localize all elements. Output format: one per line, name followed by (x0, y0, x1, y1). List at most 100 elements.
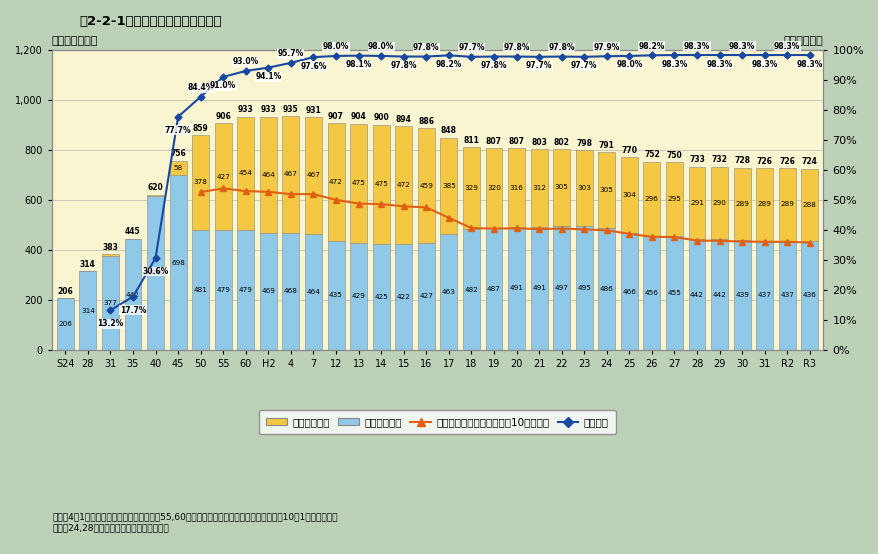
Text: 770: 770 (621, 146, 637, 155)
Text: 466: 466 (622, 289, 636, 295)
Text: 454: 454 (239, 171, 253, 176)
Bar (125, 239, 141, 350)
Bar (687, 167, 705, 239)
Text: 295: 295 (666, 196, 680, 202)
Bar (169, 161, 186, 176)
Bar (214, 124, 232, 230)
Bar (192, 229, 209, 350)
Text: 98.3%: 98.3% (728, 42, 754, 50)
Bar (214, 230, 232, 350)
Text: 733: 733 (688, 155, 704, 164)
Text: 97.7%: 97.7% (457, 43, 484, 52)
Text: 467: 467 (306, 172, 320, 178)
Text: 472: 472 (396, 182, 410, 188)
Bar (643, 162, 659, 236)
Text: 290: 290 (712, 200, 726, 206)
Text: 455: 455 (666, 290, 680, 296)
Text: 97.8%: 97.8% (503, 43, 529, 52)
Text: （消防本部数）: （消防本部数） (52, 36, 98, 46)
Bar (372, 125, 389, 244)
Text: 436: 436 (802, 293, 816, 298)
Bar (733, 240, 750, 350)
Text: 98.3%: 98.3% (774, 42, 800, 50)
Bar (79, 271, 97, 350)
Text: 289: 289 (757, 202, 771, 207)
Bar (575, 150, 592, 226)
Text: 305: 305 (599, 187, 613, 193)
Text: 811: 811 (463, 136, 479, 145)
Text: 206: 206 (57, 287, 73, 296)
Bar (237, 230, 254, 350)
Bar (530, 227, 547, 350)
Text: 807: 807 (508, 137, 524, 146)
Text: 807: 807 (486, 137, 501, 146)
Bar (417, 243, 435, 350)
Text: 13.2%: 13.2% (97, 319, 124, 328)
Text: 97.6%: 97.6% (300, 61, 327, 70)
Text: 724: 724 (801, 157, 817, 166)
Text: 383: 383 (103, 243, 119, 252)
Bar (102, 254, 119, 255)
Text: 304: 304 (622, 192, 636, 198)
Text: 97.8%: 97.8% (480, 61, 507, 70)
Bar (192, 135, 209, 229)
Bar (643, 236, 659, 350)
Text: 791: 791 (598, 141, 614, 150)
Bar (440, 138, 457, 234)
Bar (620, 233, 637, 350)
Text: 425: 425 (374, 294, 388, 300)
Text: 859: 859 (192, 124, 208, 132)
Text: 475: 475 (351, 180, 365, 186)
Text: 933: 933 (260, 105, 276, 114)
Text: 98.3%: 98.3% (660, 59, 687, 69)
Text: 206: 206 (58, 321, 72, 327)
Bar (395, 126, 412, 244)
Text: 481: 481 (193, 286, 207, 293)
Bar (237, 117, 254, 230)
Text: 77.7%: 77.7% (164, 126, 191, 135)
Text: 314: 314 (80, 260, 96, 269)
Text: 933: 933 (238, 105, 254, 114)
Bar (349, 243, 367, 350)
Bar (305, 234, 321, 350)
Bar (305, 117, 321, 234)
Text: 296: 296 (644, 196, 658, 202)
Text: 900: 900 (373, 114, 389, 122)
Text: 472: 472 (328, 179, 342, 185)
Text: 463: 463 (442, 289, 456, 295)
Text: 320: 320 (486, 185, 500, 191)
Text: 58: 58 (173, 165, 183, 171)
Text: 904: 904 (350, 112, 366, 121)
Text: 312: 312 (531, 185, 545, 191)
Text: 98.3%: 98.3% (795, 59, 822, 69)
Text: 906: 906 (215, 112, 231, 121)
Text: 288: 288 (802, 202, 816, 208)
Bar (710, 239, 727, 350)
Text: 475: 475 (374, 181, 388, 187)
Text: 437: 437 (780, 292, 794, 298)
Text: 479: 479 (239, 287, 253, 293)
Text: 98.2%: 98.2% (435, 60, 462, 69)
Text: 469: 469 (261, 288, 275, 294)
Text: 931: 931 (306, 106, 321, 115)
Bar (395, 244, 412, 350)
Bar (530, 149, 547, 227)
Bar (598, 228, 615, 350)
Text: 97.8%: 97.8% (413, 43, 439, 52)
Text: 94.1%: 94.1% (255, 72, 281, 81)
Text: 698: 698 (171, 260, 185, 265)
Text: 442: 442 (126, 291, 140, 297)
Bar (463, 229, 479, 350)
Text: 第2-2-1図　消防本部数と常備化率: 第2-2-1図 消防本部数と常備化率 (79, 15, 221, 28)
Text: （昭和24,28年は、組合と単独の合計値。）: （昭和24,28年は、組合と単独の合計値。） (53, 524, 169, 533)
Text: 98.3%: 98.3% (706, 59, 732, 69)
Bar (507, 227, 524, 350)
Text: 427: 427 (216, 174, 230, 179)
Text: 98.0%: 98.0% (322, 43, 349, 52)
Bar (372, 244, 389, 350)
Text: 935: 935 (283, 105, 299, 114)
Text: 456: 456 (644, 290, 658, 296)
Text: 291: 291 (689, 200, 703, 206)
Text: 30.6%: 30.6% (142, 267, 169, 276)
Text: 486: 486 (599, 286, 613, 292)
